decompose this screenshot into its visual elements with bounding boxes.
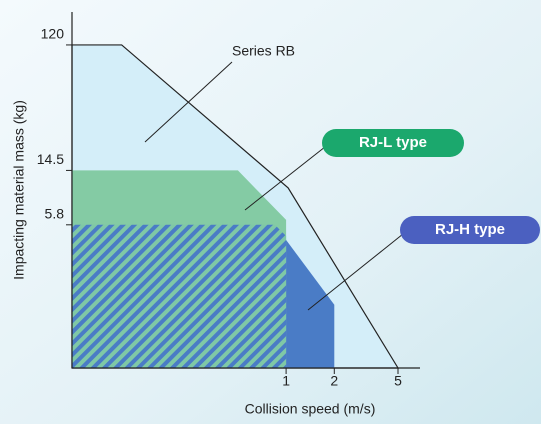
series-label: Series RB <box>232 43 295 59</box>
leader-line <box>244 142 331 211</box>
series-label: RJ-L type <box>359 134 427 151</box>
x-tick-label: 1 <box>282 373 290 389</box>
y-tick-label: 120 <box>41 26 65 42</box>
y-tick-label: 5.8 <box>45 206 65 222</box>
leader-line <box>307 229 409 311</box>
y-tick-label: 14.5 <box>37 151 64 167</box>
legend-pill <box>322 129 464 157</box>
plot-area: 120 14.5 5.8 1 2 5 Series RB RJ-L type RJ-H type <box>37 12 540 389</box>
legend-pill <box>400 216 540 244</box>
x-axis-label: Collision speed (m/s) <box>245 401 376 417</box>
series-label: RJ-H type <box>435 221 505 238</box>
leader-line <box>144 61 233 143</box>
overlap-region <box>72 224 287 368</box>
y-axis-label: Impacting material mass (kg) <box>11 100 27 280</box>
x-tick-label: 2 <box>330 373 338 389</box>
x-tick-label: 5 <box>394 373 402 389</box>
